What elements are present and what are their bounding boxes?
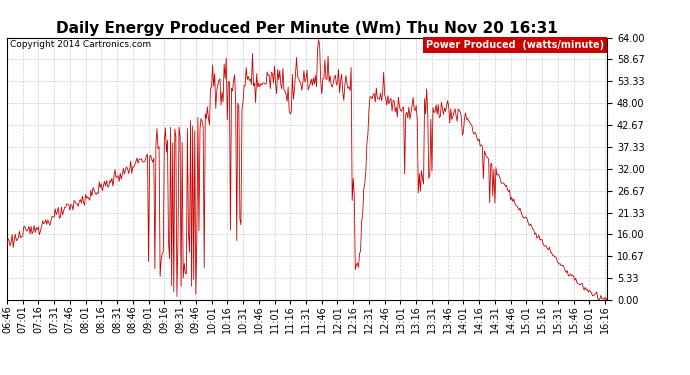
Title: Daily Energy Produced Per Minute (Wm) Thu Nov 20 16:31: Daily Energy Produced Per Minute (Wm) Th… — [56, 21, 558, 36]
Text: Power Produced  (watts/minute): Power Produced (watts/minute) — [426, 40, 604, 50]
Legend:  — [14, 282, 25, 293]
Text: Copyright 2014 Cartronics.com: Copyright 2014 Cartronics.com — [10, 40, 151, 49]
